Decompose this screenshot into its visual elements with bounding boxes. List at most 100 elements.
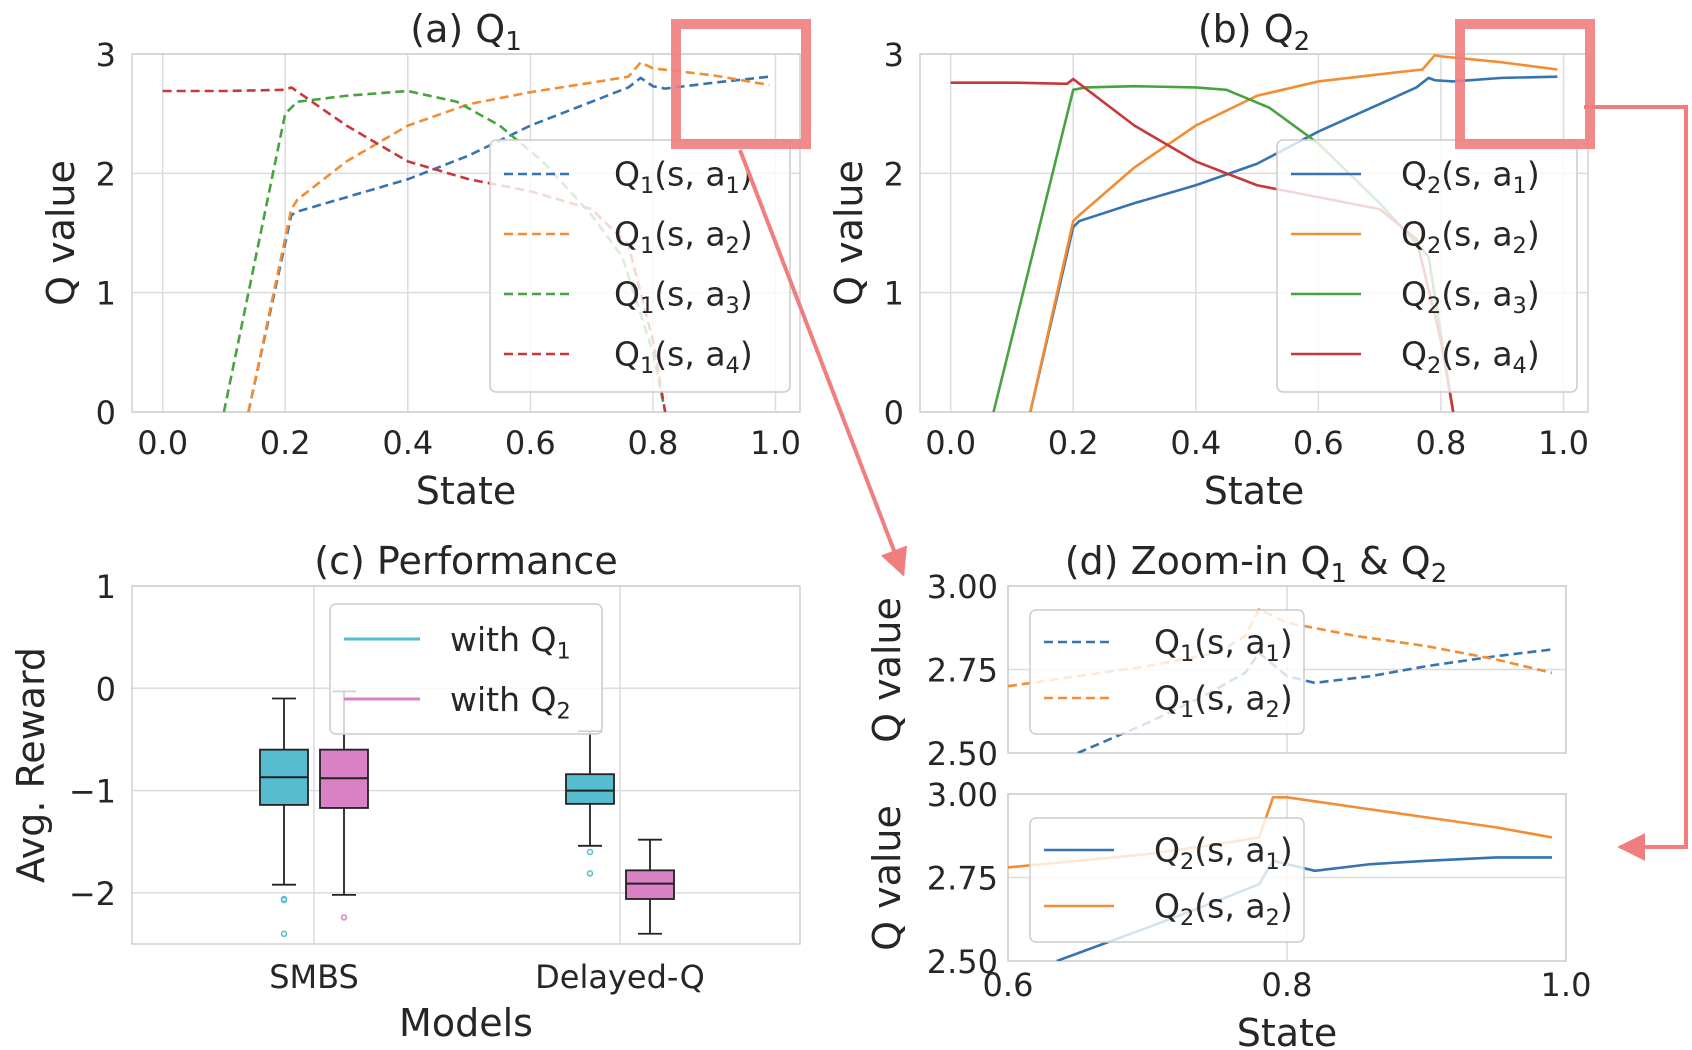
panel-d-top-ylabel: Q value [865,597,909,743]
series-line-blue [247,75,770,412]
box-outlier [586,848,594,856]
panel-d-top-frame [1007,585,1567,754]
x-tick-label: 0.6 [983,966,1034,1004]
y-tick-label: 2.50 [927,735,998,773]
y-tick-label: −1 [69,773,116,811]
box-outlier [340,914,348,921]
x-tick-label: 1.0 [1541,966,1592,1004]
y-tick-label: 3 [884,36,904,74]
panel-d-top-legend: Q1(s, a1) Q1(s, a2) [1029,609,1305,735]
legend-label: Q1(s, a3) [614,275,753,319]
series-line-blue [1029,75,1558,412]
panel-c-ylabel: Avg. Reward [9,647,53,883]
zoom-arrow-b [1584,105,1688,861]
y-tick-label: 1 [884,275,904,313]
y-tick-label: 1 [96,568,116,606]
panel-c-title: (c) Performance [314,539,617,583]
y-tick-label: 2 [96,155,116,193]
panel-b-legend: Q2(s, a1) Q2(s, a2) Q2(s, a3) Q2(s, a4) [1276,139,1578,393]
series-line-orange [1029,54,1558,412]
x-tick-label: 0.4 [1170,424,1221,462]
x-tick-label: 0.0 [137,424,188,462]
panel-b-ylabel: Q value [827,160,871,306]
x-tick-label: 0.8 [627,424,678,462]
y-tick-label: 3.00 [927,776,998,814]
panel-d-xlabel: State [1237,1011,1338,1050]
x-tick-label: 0.2 [260,424,311,462]
panel-c-xticks: SMBS Delayed-Q [269,958,705,996]
y-tick-label: 0 [96,394,116,432]
panel-d-bottom-frame [1007,793,1567,962]
panel-b-yticks: 0 1 2 3 [884,36,904,432]
panel-c-boxes [259,690,675,938]
panel-d-bottom-yticks: 3.00 2.75 2.50 [927,776,998,981]
panel-d-top-yticks: 3.00 2.75 2.50 [927,568,998,773]
legend-label: Q2(s, a4) [1401,335,1540,379]
zoom-arrow-a [738,149,908,577]
panel-a: (a) Q1 State Q value 0.0 0.2 0.4 0.6 0.8 1.0 … [39,7,801,513]
panel-b-xticks: 0.0 0.2 0.4 0.6 0.8 1.0 [925,424,1589,462]
box-outlier [586,870,594,877]
y-tick-label: 0 [884,394,904,432]
legend-label: with Q1 [450,620,571,664]
legend-label: Q1(s, a4) [614,335,753,379]
y-tick-label: 2.75 [927,860,998,898]
panel-a-frame [131,53,801,413]
legend-label: Q1(s, a1) [614,155,753,199]
x-tick-label: 1.0 [1538,424,1589,462]
box-outlier [280,896,288,904]
x-tick-label: 0.2 [1048,424,1099,462]
panel-a-ylabel: Q value [39,160,83,306]
panel-a-legend: Q1(s, a1) Q1(s, a2) Q1(s, a3) Q1(s, a4) [489,139,791,393]
panel-d-title: (d) Zoom-in Q1 & Q2 [1065,539,1448,589]
x-tick-label: 0.0 [925,424,976,462]
panel-c-xlabel: Models [399,1001,533,1045]
panel-b-title: (b) Q2 [1198,7,1310,57]
x-tick-label: 0.8 [1415,424,1466,462]
panel-c-frame [131,585,801,945]
y-tick-label: −2 [69,875,116,913]
panel-d-xticks: 0.6 0.8 1.0 [983,966,1592,1004]
panel-a-yticks: 0 1 2 3 [96,36,116,432]
zoom-box-b [1455,19,1595,149]
y-tick-label: 3 [96,36,116,74]
panel-a-title: (a) Q1 [410,7,521,57]
panel-c-yticks: 1 0 −1 −2 [69,568,116,913]
panel-c-legend: with Q1 with Q2 [329,603,603,735]
legend-label: Q2(s, a1) [1154,831,1293,875]
box-body [565,773,615,805]
legend-label: with Q2 [450,680,571,724]
x-tick-label: 1.0 [750,424,801,462]
series-line-orange [247,61,770,412]
panel-a-xticks: 0.0 0.2 0.4 0.6 0.8 1.0 [137,424,801,462]
x-tick-label: 0.6 [505,424,556,462]
panel-c: (c) Performance Models Avg. Reward SMBS D… [9,539,801,1045]
x-tick-label: 0.4 [382,424,433,462]
legend-label: Q2(s, a2) [1154,887,1293,931]
legend-frame [489,139,791,393]
y-tick-label: 1 [96,275,116,313]
panel-b-frame [919,53,1589,413]
y-tick-label: 0 [96,670,116,708]
legend-label: Q2(s, a1) [1401,155,1540,199]
panel-a-xlabel: State [416,469,517,513]
legend-label: Q1(s, a2) [1154,679,1293,723]
x-tick-label: 0.6 [1293,424,1344,462]
y-tick-label: 2 [884,155,904,193]
panel-b-xlabel: State [1204,469,1305,513]
y-tick-label: 2.50 [927,943,998,981]
zoom-box-a [671,19,811,149]
legend-label: Q2(s, a2) [1401,215,1540,259]
y-tick-label: 3.00 [927,568,998,606]
legend-label: Q1(s, a2) [614,215,753,259]
panel-b: (b) Q2 State Q value 0.0 0.2 0.4 0.6 0.8 1.0 … [827,7,1589,513]
panel-d: (d) Zoom-in Q1 & Q2 State Q value Q valu… [865,539,1591,1050]
legend-label: Q2(s, a3) [1401,275,1540,319]
panel-d-bottom-ylabel: Q value [865,805,909,951]
x-tick-label: 0.8 [1262,966,1313,1004]
panel-d-bottom-legend: Q2(s, a1) Q2(s, a2) [1029,817,1305,943]
box-body [625,869,675,900]
x-tick-label: SMBS [269,958,359,996]
zoom-annotations [671,19,1688,861]
